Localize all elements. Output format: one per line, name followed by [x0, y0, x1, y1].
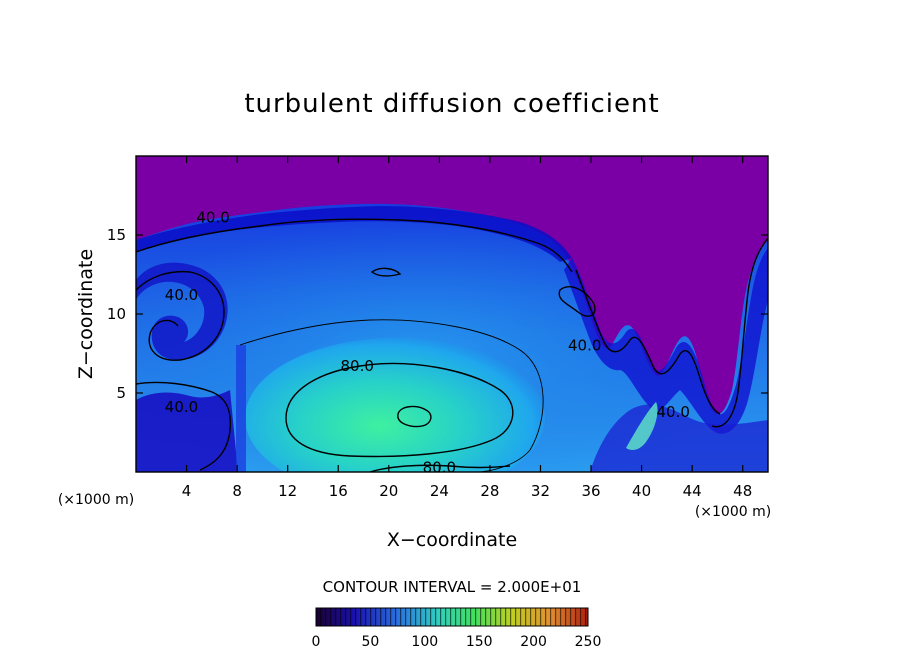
vertical-plume [236, 345, 246, 472]
boundary-band [136, 206, 572, 262]
y-tick-label: 5 [116, 384, 126, 402]
contour-label: 80.0 [340, 357, 373, 375]
colorbar-frame [315, 607, 589, 627]
x-tick-label: 4 [182, 482, 192, 500]
x-unit-label: (×1000 m) [695, 504, 771, 520]
x-tick-label: 36 [581, 482, 600, 500]
contour-line-streak [370, 267, 402, 277]
contour-interval-label: CONTOUR INTERVAL = 2.000E+01 [323, 578, 582, 596]
x-tick-label: 8 [232, 482, 242, 500]
contour-label: 40.0 [568, 337, 601, 355]
colorbar-tick-label: 0 [312, 634, 321, 650]
x-tick-label: 20 [379, 482, 398, 500]
colorbar-tick-label: 50 [361, 634, 379, 650]
chart-title: turbulent diffusion coefficient [244, 89, 659, 119]
contour-label: 40.0 [196, 209, 229, 227]
contour-label: 40.0 [656, 403, 689, 421]
contour-line-40-right [575, 269, 721, 415]
y-tick-label: 15 [107, 226, 126, 244]
contour-line-80-core [285, 362, 514, 458]
x-tick-label: 40 [632, 482, 651, 500]
x-tick-label: 28 [480, 482, 499, 500]
contour-label: 40.0 [165, 398, 198, 416]
y-axis-ticks: 5 10 15 [107, 226, 768, 402]
x-tick-label: 48 [733, 482, 752, 500]
contour-label: 40.0 [165, 286, 198, 304]
x-axis-title: X−coordinate [387, 529, 517, 551]
x-tick-label: 24 [430, 482, 449, 500]
field-core-region [245, 338, 545, 472]
x-tick-label: 32 [531, 482, 550, 500]
plot-area [136, 156, 768, 472]
boundary-band-right [564, 248, 768, 434]
colorbar: 0 50 100 150 200 250 [312, 607, 602, 650]
y-tick-label: 10 [107, 305, 126, 323]
contour-line-40-upper [136, 218, 573, 273]
x-axis-ticks: 4 8 12 16 20 24 28 32 36 40 44 48 [182, 156, 752, 500]
x-tick-label: 16 [329, 482, 348, 500]
colorbar-tick-label: 250 [575, 634, 602, 650]
colorbar-tick-label: 150 [466, 634, 493, 650]
bottom-left-low-region [136, 390, 238, 472]
contour-lines [136, 218, 768, 472]
colorbar-stripes [316, 608, 588, 626]
left-vortex [136, 262, 228, 360]
contour-line-40-lower [136, 381, 232, 471]
x-tick-label: 44 [683, 482, 702, 500]
upper-low-region [136, 156, 768, 414]
colorbar-ticks: 0 50 100 150 200 250 [312, 634, 602, 650]
contour-line-right-edge [711, 237, 768, 428]
y-unit-label: (×1000 m) [58, 492, 134, 508]
contour-line-feature-ring [558, 286, 596, 317]
contour-line-60 [239, 319, 544, 472]
right-turbulent-region [590, 404, 768, 472]
y-axis-title: Z−coordinate [75, 249, 97, 379]
colorbar-tick-label: 200 [520, 634, 547, 650]
right-bright-streak [626, 402, 658, 450]
contour-line-40-left [136, 270, 225, 361]
contour-line-inner [397, 405, 432, 428]
colorbar-tick-label: 100 [411, 634, 438, 650]
x-tick-label: 12 [278, 482, 297, 500]
